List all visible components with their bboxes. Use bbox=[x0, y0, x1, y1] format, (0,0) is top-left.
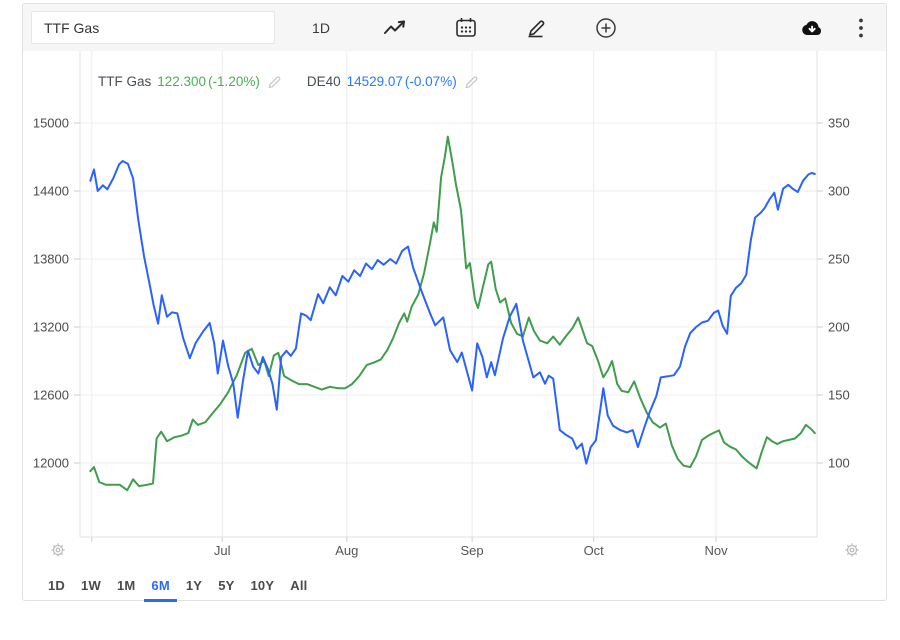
chart-legend: TTF Gas 122.300 (-1.20%) DE40 14529.07 (… bbox=[98, 74, 504, 89]
series-name-label: DE40 bbox=[306, 74, 341, 89]
legend-item-de40[interactable]: DE40 14529.07 (-0.07%) bbox=[307, 74, 480, 89]
calendar-icon bbox=[456, 18, 476, 37]
right-axis-tick-label: 250 bbox=[828, 252, 850, 267]
save-to-cloud-button[interactable] bbox=[792, 14, 828, 42]
draw-button[interactable] bbox=[521, 13, 551, 42]
symbol-search-input[interactable] bbox=[31, 11, 275, 44]
left-axis-tick-label: 15000 bbox=[33, 116, 69, 131]
edit-series-icon[interactable] bbox=[464, 74, 480, 89]
chart-style-button[interactable] bbox=[379, 14, 411, 42]
range-selector: 1D 1W 1M 6M 1Y 5Y 10Y All bbox=[48, 578, 323, 602]
range-button-1m[interactable]: 1M bbox=[116, 578, 136, 593]
legend-item-ttf-gas[interactable]: TTF Gas 122.300 (-1.20%) bbox=[98, 74, 283, 89]
interval-button[interactable]: 1D bbox=[303, 16, 339, 40]
x-axis-month-label: Nov bbox=[704, 543, 728, 558]
series-last-value: 14529.07 bbox=[346, 74, 403, 89]
x-axis-month-label: Sep bbox=[461, 543, 484, 558]
right-axis-tick-label: 150 bbox=[828, 388, 850, 403]
price-chart[interactable]: 15000 350 14400 300 13800 250 13200 200 12600 150… bbox=[23, 51, 886, 602]
ttf-gas-line bbox=[89, 135, 816, 492]
left-axis-tick-label: 13800 bbox=[33, 252, 69, 267]
left-axis-tick-label: 14400 bbox=[33, 184, 69, 199]
right-axis-tick-label: 100 bbox=[828, 456, 850, 471]
de40-line bbox=[89, 160, 816, 465]
left-axis-settings-gear-icon[interactable] bbox=[49, 541, 67, 559]
series-change-value: (-0.07%) bbox=[404, 74, 457, 89]
left-axis-tick-label: 12600 bbox=[33, 388, 69, 403]
left-axis-tick-label: 12000 bbox=[33, 456, 69, 471]
series-last-value: 122.300 bbox=[157, 74, 207, 89]
line-chart-icon bbox=[384, 20, 405, 34]
plus-circle-icon bbox=[596, 17, 616, 38]
chart-widget: 1D bbox=[22, 3, 887, 602]
x-axis-month-label: Jul bbox=[214, 543, 231, 558]
range-button-5y[interactable]: 5Y bbox=[218, 578, 235, 593]
range-button-6m[interactable]: 6M bbox=[144, 578, 178, 602]
range-button-all[interactable]: All bbox=[290, 578, 308, 593]
range-button-1y[interactable]: 1Y bbox=[185, 578, 203, 593]
chart-toolbar: 1D bbox=[23, 4, 886, 51]
range-button-10y[interactable]: 10Y bbox=[250, 578, 275, 593]
range-button-1w[interactable]: 1W bbox=[81, 578, 101, 593]
x-axis-month-label: Oct bbox=[584, 543, 605, 558]
left-axis-tick-label: 13200 bbox=[33, 320, 69, 335]
right-axis-tick-label: 350 bbox=[828, 116, 850, 131]
right-axis-settings-gear-icon[interactable] bbox=[843, 541, 861, 559]
series-name-label: TTF Gas bbox=[98, 74, 152, 89]
pencil-icon bbox=[528, 20, 545, 38]
x-axis-month-label: Aug bbox=[335, 543, 358, 558]
cloud-download-icon bbox=[802, 20, 822, 35]
range-button-1d[interactable]: 1D bbox=[48, 578, 66, 593]
series-change-value: (-1.20%) bbox=[208, 74, 260, 89]
right-axis-tick-label: 300 bbox=[828, 184, 850, 199]
edit-series-icon[interactable] bbox=[267, 74, 283, 89]
kebab-menu-icon bbox=[859, 18, 863, 37]
right-axis-tick-label: 200 bbox=[828, 320, 850, 335]
compare-button[interactable] bbox=[591, 13, 621, 43]
more-menu-button[interactable] bbox=[854, 13, 868, 43]
date-range-button[interactable] bbox=[451, 13, 481, 42]
